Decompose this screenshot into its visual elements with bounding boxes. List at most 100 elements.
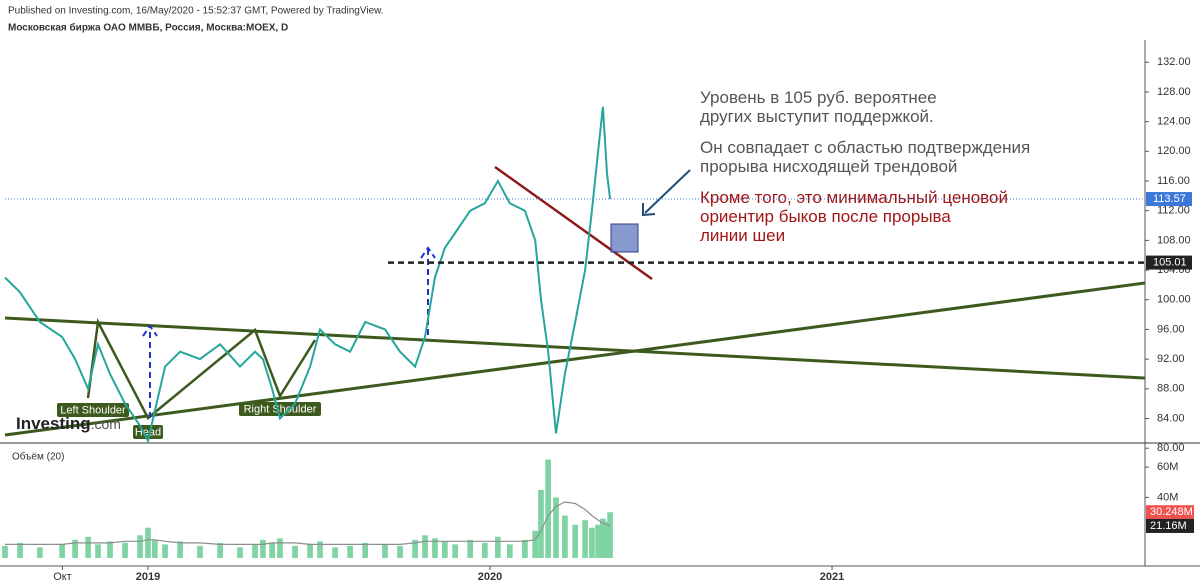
y-tick-label: 112.00 bbox=[1157, 205, 1190, 217]
volume-bar bbox=[177, 541, 183, 558]
volume-bar bbox=[595, 524, 601, 558]
x-tick-label: 2021 bbox=[820, 571, 844, 583]
logo-suffix: .com bbox=[91, 416, 121, 432]
annotations: Уровень в 105 руб. вероятнее других выст… bbox=[700, 88, 1030, 245]
pattern-label: Left Shoulder bbox=[60, 404, 126, 416]
label-box bbox=[239, 402, 321, 416]
line bbox=[5, 501, 611, 545]
annotation: линии шеи bbox=[700, 226, 785, 245]
volume-bar bbox=[2, 545, 8, 558]
annotation: Уровень в 105 руб. вероятнее bbox=[700, 88, 937, 107]
volume-bar bbox=[522, 539, 528, 558]
pattern-line bbox=[86, 317, 317, 420]
volume-bar bbox=[122, 542, 128, 558]
volume-bar bbox=[589, 527, 595, 558]
volume-bar bbox=[495, 536, 501, 558]
volume-bar bbox=[237, 547, 243, 558]
volume-bar bbox=[442, 541, 448, 558]
chart-title: Московская биржа ОАО ММВБ, Россия, Москв… bbox=[8, 22, 288, 34]
y-tick-label: 120.00 bbox=[1157, 145, 1191, 157]
value-label: 21.16M bbox=[1150, 520, 1187, 532]
annotation: Кроме того, это минимальный ценовой bbox=[700, 188, 1008, 207]
y-tick-label: 96.00 bbox=[1157, 323, 1185, 335]
volume-bar bbox=[269, 542, 275, 558]
volume-bar bbox=[467, 539, 474, 558]
volume-bar bbox=[362, 542, 369, 558]
volume-bar bbox=[307, 544, 313, 558]
volume-bar bbox=[252, 544, 258, 558]
volume-bar bbox=[260, 539, 266, 558]
volume-bar bbox=[604, 521, 610, 558]
y-tick-label: 88.00 bbox=[1157, 383, 1185, 395]
volume-bar bbox=[545, 459, 552, 558]
arrow bbox=[644, 169, 691, 214]
y-tick-label: 92.00 bbox=[1157, 353, 1185, 365]
volume-bar bbox=[482, 542, 488, 558]
annotation: ориентир быков после прорыва bbox=[700, 207, 951, 226]
label-box bbox=[57, 403, 129, 417]
volume-bar bbox=[332, 547, 338, 558]
volume-bar bbox=[347, 545, 353, 558]
volume-bar bbox=[137, 535, 143, 558]
level-label: 105.01 bbox=[1153, 256, 1187, 268]
volume-bar bbox=[217, 542, 223, 558]
x-tick-label: 2020 bbox=[478, 571, 502, 583]
volume-bar bbox=[432, 538, 438, 558]
volume-bar bbox=[553, 497, 559, 558]
logo-brand: Investing bbox=[16, 414, 91, 433]
annotation: прорыва нисходящей трендовой bbox=[700, 157, 957, 176]
volume-bar bbox=[452, 544, 458, 558]
drawings bbox=[4, 165, 1146, 437]
volume-bar bbox=[317, 541, 323, 558]
volume-bar bbox=[17, 542, 23, 558]
x-tick-label: Окт bbox=[53, 571, 72, 583]
y-tick-label: 84.00 bbox=[1157, 412, 1185, 424]
volume-bar bbox=[37, 547, 43, 558]
y-tick-label: 116.00 bbox=[1157, 175, 1190, 187]
volume-bar bbox=[382, 544, 388, 558]
y-tick-label: 132.00 bbox=[1157, 56, 1191, 68]
y-tick-label: 60M bbox=[1157, 461, 1178, 473]
line bbox=[4, 106, 612, 444]
y-tick-label: 40M bbox=[1157, 491, 1178, 503]
trend-line bbox=[494, 165, 653, 281]
annotation: Он совпадает с областью подтверждения bbox=[700, 138, 1030, 157]
volume-bar bbox=[532, 530, 539, 558]
volume-bar bbox=[506, 544, 513, 558]
zone bbox=[610, 223, 639, 253]
last-price-label: 113.57 bbox=[1153, 193, 1186, 205]
y-tick-label: 80.00 bbox=[1157, 442, 1185, 454]
volume-bar bbox=[197, 545, 203, 558]
annotation: других выступит поддержкой. bbox=[700, 107, 934, 126]
level-box bbox=[1146, 255, 1192, 270]
logo: Investing.com bbox=[16, 414, 121, 433]
volume-bar bbox=[145, 527, 151, 558]
y-tick-label: 128.00 bbox=[1157, 86, 1191, 98]
value-label-box bbox=[1146, 505, 1194, 520]
value-label: 30.248M bbox=[1150, 506, 1193, 518]
volume-bar bbox=[562, 515, 568, 558]
volume-bar bbox=[151, 539, 158, 558]
volume-bar bbox=[59, 544, 65, 558]
volume-bar bbox=[292, 545, 298, 558]
volume-bar bbox=[572, 524, 579, 558]
last-price-box bbox=[1146, 192, 1192, 207]
volume-bar bbox=[95, 544, 101, 558]
volume-bar bbox=[277, 538, 283, 558]
arrow-head bbox=[642, 203, 656, 217]
neckline bbox=[4, 316, 1146, 380]
value-label-box bbox=[1146, 518, 1194, 533]
volume-bar bbox=[582, 520, 588, 558]
volume-bar bbox=[600, 518, 606, 558]
volume-bar bbox=[538, 489, 544, 558]
source: Published on Investing.com, 16/May/2020 … bbox=[8, 6, 384, 17]
y-tick-label: 100.00 bbox=[1157, 294, 1191, 306]
volume-bar bbox=[72, 539, 78, 558]
volume-bar bbox=[85, 536, 91, 558]
y-tick-label: 108.00 bbox=[1157, 234, 1191, 246]
y-tick-label: 124.00 bbox=[1157, 116, 1191, 128]
volume-bar bbox=[397, 545, 403, 558]
pattern-label: Right Shoulder bbox=[244, 403, 317, 415]
volume-bar bbox=[107, 541, 113, 558]
